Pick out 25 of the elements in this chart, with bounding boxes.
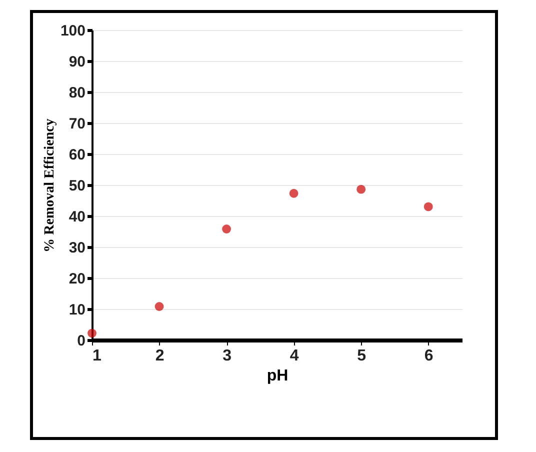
y-tick-label: 90 [68,54,86,70]
x-tick-label: 6 [424,348,434,364]
x-tick-label: 4 [290,348,299,364]
point [222,224,232,234]
x-axis-title: pH [266,368,288,384]
point [154,302,164,311]
x-tick-label: 5 [357,348,366,364]
y-tick-label: 100 [60,22,86,40]
y-tick-label: 70 [68,116,86,132]
y-tick-label: 20 [68,270,86,288]
y-axis-title: % Removal Efficiency [42,118,58,252]
x-tick-label: 1 [92,348,102,364]
x-tick-label: 2 [155,348,164,364]
point [424,202,433,212]
point [356,184,366,194]
y-tick-label: 10 [68,302,86,318]
y-tick-label: 60 [68,146,86,164]
x-tick-label: 3 [222,348,232,364]
y-tick-label: 0 [77,332,86,350]
y-tick-label: 30 [68,240,86,256]
y-tick-label: 40 [68,208,86,226]
y-tick-label: 80 [68,84,86,102]
y-tick-label: 50 [68,178,86,194]
point [289,188,298,198]
point [88,328,96,338]
